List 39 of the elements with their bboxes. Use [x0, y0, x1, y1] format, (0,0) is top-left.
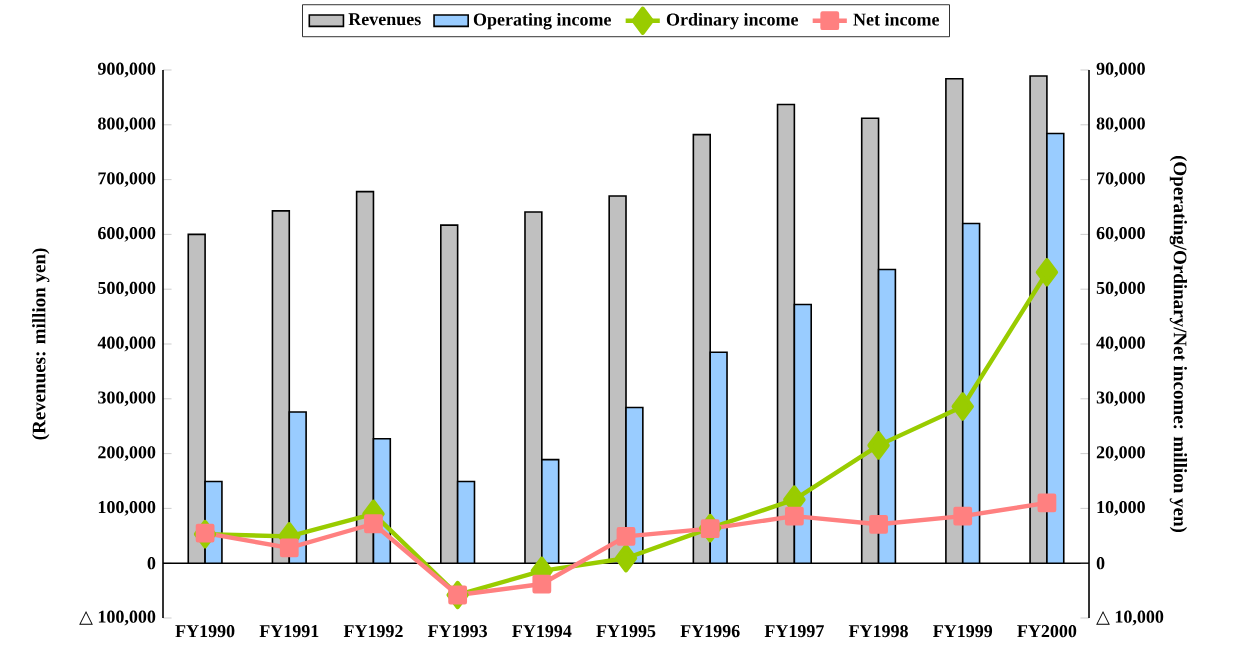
y2-tick-label: 10,000 [1097, 501, 1145, 516]
y2-tick-label: 90,000 [1096, 62, 1145, 78]
x-tick-label: FY1999 [933, 625, 993, 638]
x-tick-label: FY2000 [1017, 625, 1077, 638]
x-tick-label: FY1991 [259, 625, 319, 638]
y2-axis-title: (Operating/Ordinary/Net income: million yen) [1169, 155, 1188, 533]
y2-tick-label: 0 [1096, 557, 1105, 570]
x-tick-label: FY1992 [343, 625, 403, 638]
y-tick-label: 300,000 [98, 391, 156, 407]
x-tick-label: FY1998 [848, 625, 908, 638]
y-tick-label: 800,000 [98, 117, 156, 133]
legend-label: Revenues [348, 13, 421, 26]
y-tick-label: 600,000 [98, 227, 156, 242]
x-tick-label: FY1997 [764, 625, 824, 638]
legend-label: Operating income [473, 12, 611, 30]
x-tick-label: FY1993 [427, 625, 488, 638]
y-tick-label: 400,000 [97, 336, 156, 352]
y-tick-label: △ 100,000 [79, 610, 156, 626]
y2-tick-label: 40,000 [1096, 336, 1145, 352]
x-tick-label: FY1996 [680, 625, 740, 638]
y2-tick-label: 60,000 [1096, 227, 1145, 242]
y2-tick-label: 30,000 [1096, 391, 1145, 407]
y2-tick-label: 80,000 [1096, 117, 1145, 133]
y-tick-label: 500,000 [98, 281, 156, 297]
y-tick-label: 0 [147, 557, 156, 570]
y-axis-title: (Revenues: million yen) [32, 248, 50, 440]
y-tick-label: 200,000 [98, 446, 156, 461]
x-tick-label: FY1990 [175, 625, 235, 638]
y-tick-label: 700,000 [98, 172, 156, 187]
legend-label: Ordinary income [666, 12, 799, 30]
x-tick-label: FY1995 [596, 625, 656, 638]
legend-label: Net income [853, 12, 940, 26]
y-tick-label: 100,000 [98, 501, 156, 516]
y2-tick-label: △ 10,000 [1096, 610, 1164, 626]
y2-tick-label: 70,000 [1097, 172, 1145, 187]
x-tick-label: FY1994 [512, 625, 572, 638]
y2-tick-label: 20,000 [1096, 446, 1145, 461]
y-tick-label: 900,000 [97, 62, 156, 78]
y2-tick-label: 50,000 [1096, 281, 1145, 297]
